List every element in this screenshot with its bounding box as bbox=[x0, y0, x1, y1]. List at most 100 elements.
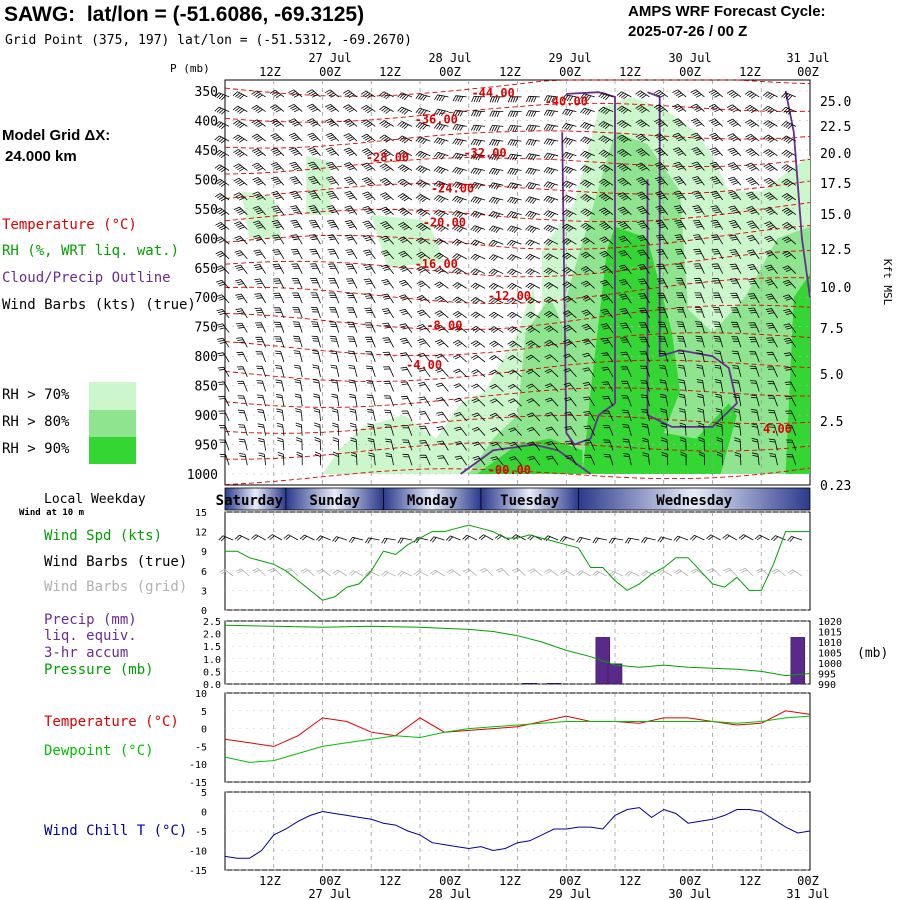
wind-barb bbox=[543, 267, 559, 275]
wind-barb bbox=[237, 395, 248, 407]
temperature-panel: -15 -10 -5 0 5 10 bbox=[189, 689, 811, 789]
wind-barb bbox=[655, 205, 669, 215]
wind-barb bbox=[561, 166, 577, 174]
wind-barb bbox=[506, 211, 522, 219]
wind-barb bbox=[415, 136, 431, 145]
wind-barb bbox=[270, 104, 285, 113]
wind-barb bbox=[635, 162, 650, 171]
wind-barb bbox=[290, 234, 303, 245]
weekday-title: Local Weekday bbox=[44, 492, 146, 507]
legend-dewpoint: Dewpoint (°C) bbox=[44, 743, 154, 759]
wind-barb bbox=[618, 264, 632, 274]
wind-barb bbox=[506, 225, 522, 234]
surface-wind-barb bbox=[429, 536, 445, 543]
top-date-label: 31 Jul bbox=[786, 51, 829, 65]
wind-barb bbox=[470, 182, 486, 190]
dewpoint-series bbox=[224, 715, 811, 763]
wind-barb bbox=[546, 455, 559, 466]
grid-wind-barb bbox=[446, 569, 461, 577]
wind-barb bbox=[277, 451, 285, 466]
wind-barb bbox=[655, 220, 669, 230]
wind-barb bbox=[619, 322, 632, 333]
wind-barb bbox=[490, 456, 504, 466]
wind-barb bbox=[309, 263, 321, 274]
wind-barb bbox=[714, 364, 724, 377]
wind-barb bbox=[415, 93, 431, 101]
wind-barb bbox=[525, 253, 540, 261]
wind-barb bbox=[489, 355, 504, 363]
wind-barb bbox=[350, 451, 358, 466]
wind-barb bbox=[580, 251, 595, 260]
wind-barb bbox=[657, 307, 669, 319]
wind-barb bbox=[434, 295, 449, 304]
rh-region bbox=[322, 285, 542, 474]
wind-barb bbox=[311, 321, 321, 333]
grid-wind-barb bbox=[364, 570, 380, 577]
bottom-hour-label: 12Z bbox=[499, 874, 521, 888]
height-tick-label: 15.0 bbox=[820, 208, 851, 223]
wind-barb bbox=[600, 294, 614, 304]
wind-barb bbox=[508, 456, 522, 466]
windchill-ticks: -15 -10 -5 0 5 bbox=[189, 788, 207, 877]
wind-barb bbox=[452, 325, 467, 333]
isotherm bbox=[224, 277, 811, 305]
wind-barb bbox=[713, 350, 724, 363]
panel-tick-label: -15 bbox=[189, 778, 207, 789]
grid-wind-barb bbox=[381, 570, 396, 577]
height-tick-label: 12.5 bbox=[820, 243, 851, 258]
wind-barb bbox=[525, 153, 540, 161]
wind-barb bbox=[254, 307, 266, 319]
wind-barb bbox=[453, 397, 467, 407]
wind-barb bbox=[616, 91, 632, 100]
wind-barb bbox=[695, 335, 705, 348]
wind-barb bbox=[727, 104, 742, 113]
panel-tick-label: 5 bbox=[201, 707, 207, 718]
panel-tick-label: 3 bbox=[201, 586, 207, 597]
panel-tick-label: 9 bbox=[201, 547, 207, 558]
isotherm-label: -00.00 bbox=[488, 463, 531, 477]
wind-barb bbox=[310, 277, 321, 289]
wind-barb bbox=[471, 427, 486, 436]
bottom-date-labels: 27 Jul 28 Jul 29 Jul 30 Jul 31 Jul bbox=[308, 887, 829, 900]
wind-barb bbox=[711, 234, 724, 245]
wind-barb bbox=[470, 225, 486, 233]
wind-barb bbox=[291, 263, 303, 274]
wind-barb bbox=[746, 220, 760, 230]
wind-barb bbox=[729, 234, 742, 245]
wind-barb bbox=[364, 322, 376, 333]
surface-wind-barb bbox=[657, 536, 673, 543]
wind-barb bbox=[711, 263, 724, 274]
legend-rh: RH (%, WRT liq. wat.) bbox=[2, 243, 180, 259]
wind-barb bbox=[433, 223, 449, 232]
wind-barb bbox=[696, 379, 705, 392]
legend-pressure: Pressure (mb) bbox=[44, 662, 154, 678]
wind-barb bbox=[616, 105, 632, 114]
wind-barb bbox=[562, 295, 577, 304]
wind-barb bbox=[272, 249, 285, 260]
wind-barb bbox=[526, 383, 541, 392]
wind-barb bbox=[342, 89, 358, 99]
wind-barb bbox=[252, 191, 266, 201]
surface-wind-barb bbox=[478, 534, 494, 541]
legend-rh90-swatch bbox=[89, 437, 136, 464]
precip-bar bbox=[607, 663, 623, 685]
wind-barb bbox=[661, 437, 669, 451]
wind-barb bbox=[436, 426, 449, 436]
wind-barb bbox=[326, 190, 340, 201]
wind-barb bbox=[365, 351, 376, 363]
wind-barb bbox=[763, 163, 778, 172]
wind-barb bbox=[600, 337, 614, 348]
wind-barb bbox=[545, 397, 559, 407]
panel-tick-label: 1.5 bbox=[203, 642, 221, 653]
wind-barb bbox=[636, 206, 650, 215]
wind-barb bbox=[656, 249, 669, 260]
bottom-hour-label: 00Z bbox=[797, 874, 819, 888]
wind-barb bbox=[489, 110, 504, 118]
grid-wind-barb bbox=[723, 567, 738, 577]
wind-barb bbox=[397, 149, 413, 159]
wind-barb bbox=[401, 425, 413, 436]
pressure-tick-labels: 350 400 450 500 550 600 650 700 750 800 850 900 950 1… bbox=[187, 85, 218, 483]
wind-barb bbox=[580, 136, 595, 145]
wind-barb bbox=[470, 340, 486, 348]
